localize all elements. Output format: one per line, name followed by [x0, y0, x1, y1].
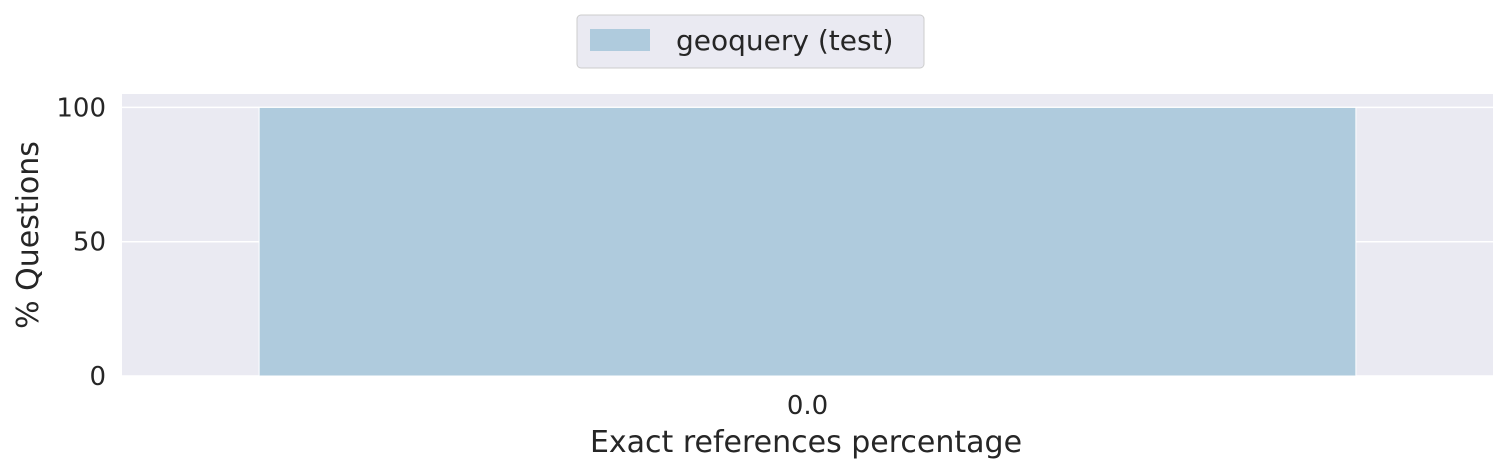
y-tick-labels: 0 50 100 — [56, 93, 106, 392]
y-tick-label: 50 — [73, 228, 106, 258]
legend-label: geoquery (test) — [676, 24, 893, 57]
x-axis-label: Exact references percentage — [590, 425, 1022, 460]
bar — [258, 106, 1357, 377]
bars — [258, 106, 1357, 377]
y-axis-label: % Questions — [11, 141, 46, 329]
x-tick-label: 0.0 — [787, 391, 828, 421]
legend-swatch — [590, 29, 650, 51]
legend: geoquery (test) — [576, 14, 925, 69]
x-tick-labels: 0.0 — [787, 391, 828, 421]
y-tick-label: 0 — [89, 362, 106, 392]
legend-box — [576, 14, 925, 69]
y-tick-label: 100 — [56, 93, 106, 123]
